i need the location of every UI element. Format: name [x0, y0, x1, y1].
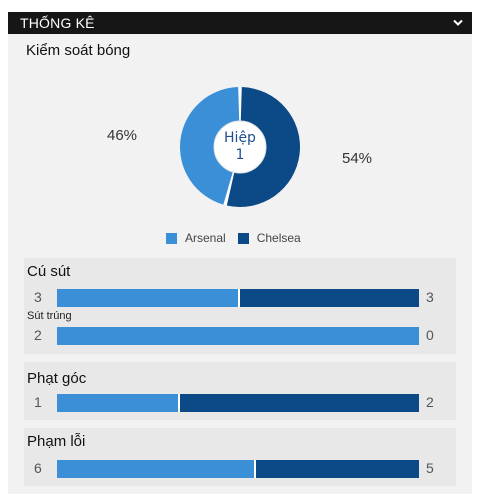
shots-on-target-label: Sút trúng	[27, 310, 72, 322]
half-label: Hiệp	[224, 130, 256, 146]
shots-home-bar	[57, 289, 238, 307]
legend-item-home: Arsenal	[166, 231, 226, 245]
possession-donut: Hiệp 1	[180, 87, 300, 207]
on-target-home-value: 2	[34, 327, 42, 343]
donut-center	[213, 120, 267, 174]
on-target-away-value: 0	[426, 327, 434, 343]
half-number: 1	[236, 147, 245, 163]
corners-card: Phạt góc 1 2	[24, 362, 456, 420]
possession-home-percent: 46%	[107, 127, 138, 144]
fouls-away-value: 5	[426, 460, 434, 476]
legend-label-home: Arsenal	[185, 231, 226, 245]
fouls-home-value: 6	[34, 460, 42, 476]
legend-item-away: Chelsea	[237, 231, 301, 245]
possession-away-percent: 54%	[342, 150, 373, 167]
corners-away-bar	[177, 394, 419, 412]
shots-total-row: 3 3	[24, 289, 456, 307]
fouls-bar	[57, 460, 419, 478]
corners-home-bar	[57, 394, 178, 412]
corners-bar	[57, 394, 419, 412]
shots-home-value: 3	[34, 289, 42, 305]
on-target-bar	[57, 327, 419, 345]
shots-total-bar	[57, 289, 419, 307]
fouls-home-bar	[57, 460, 255, 478]
legend-swatch-away	[237, 232, 249, 244]
possession-title: Kiểm soát bóng	[26, 42, 131, 59]
stats-panel: Kiểm soát bóng 46% 54% Hiệp 1 Arsenal Ch…	[8, 34, 472, 494]
corners-row: 1 2	[24, 394, 456, 412]
legend-swatch-home	[166, 232, 177, 244]
stats-header-title: THỐNG KÊ	[20, 15, 95, 31]
legend: Arsenal Chelsea	[166, 231, 313, 245]
shots-card: Cú sút 3 3 Sút trúng 2 0	[24, 258, 456, 354]
donut-away-segment	[226, 87, 300, 207]
legend-label-away: Chelsea	[256, 231, 301, 245]
fouls-away-bar	[254, 460, 419, 478]
donut-home-segment	[180, 87, 240, 205]
fouls-row: 6 5	[24, 460, 456, 478]
fouls-title: Phạm lỗi	[27, 433, 86, 450]
shots-on-target-row: 2 0	[24, 327, 456, 345]
shots-away-bar	[238, 289, 419, 307]
on-target-home-bar	[57, 327, 419, 345]
corners-away-value: 2	[426, 394, 434, 410]
fouls-card: Phạm lỗi 6 5	[24, 428, 456, 486]
shots-title: Cú sút	[27, 263, 71, 280]
stats-header[interactable]: THỐNG KÊ	[8, 12, 472, 34]
corners-home-value: 1	[34, 394, 42, 410]
corners-title: Phạt góc	[27, 370, 87, 387]
chevron-down-icon[interactable]	[452, 17, 464, 29]
shots-away-value: 3	[426, 289, 434, 305]
